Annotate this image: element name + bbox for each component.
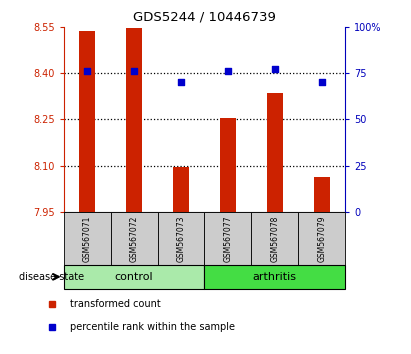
Text: GSM567071: GSM567071 (83, 215, 92, 262)
FancyBboxPatch shape (205, 212, 252, 265)
Point (225, 68, 231, 74)
Text: GSM567072: GSM567072 (129, 215, 139, 262)
Text: transformed count: transformed count (70, 298, 161, 309)
FancyBboxPatch shape (111, 212, 157, 265)
Text: GSM567077: GSM567077 (224, 215, 233, 262)
Point (84, 68, 90, 74)
Text: percentile rank within the sample: percentile rank within the sample (70, 321, 236, 332)
Point (319, 80, 325, 85)
Point (272, 67, 278, 72)
FancyBboxPatch shape (252, 212, 298, 265)
Bar (126, 28, 142, 212)
Bar (267, 93, 283, 212)
Text: arthritis: arthritis (253, 272, 297, 282)
Bar (220, 118, 236, 212)
Text: GSM567079: GSM567079 (317, 215, 326, 262)
Text: disease state: disease state (19, 272, 84, 282)
Text: GSM567078: GSM567078 (270, 215, 279, 262)
FancyBboxPatch shape (157, 212, 205, 265)
Bar (173, 167, 189, 212)
Title: GDS5244 / 10446739: GDS5244 / 10446739 (133, 11, 276, 24)
Bar (79, 31, 95, 212)
FancyBboxPatch shape (64, 265, 205, 289)
Point (131, 68, 137, 74)
FancyBboxPatch shape (64, 212, 111, 265)
Bar (314, 177, 330, 212)
FancyBboxPatch shape (205, 265, 345, 289)
Text: GSM567073: GSM567073 (176, 215, 185, 262)
Text: control: control (115, 272, 153, 282)
FancyBboxPatch shape (298, 212, 345, 265)
Point (178, 80, 184, 85)
